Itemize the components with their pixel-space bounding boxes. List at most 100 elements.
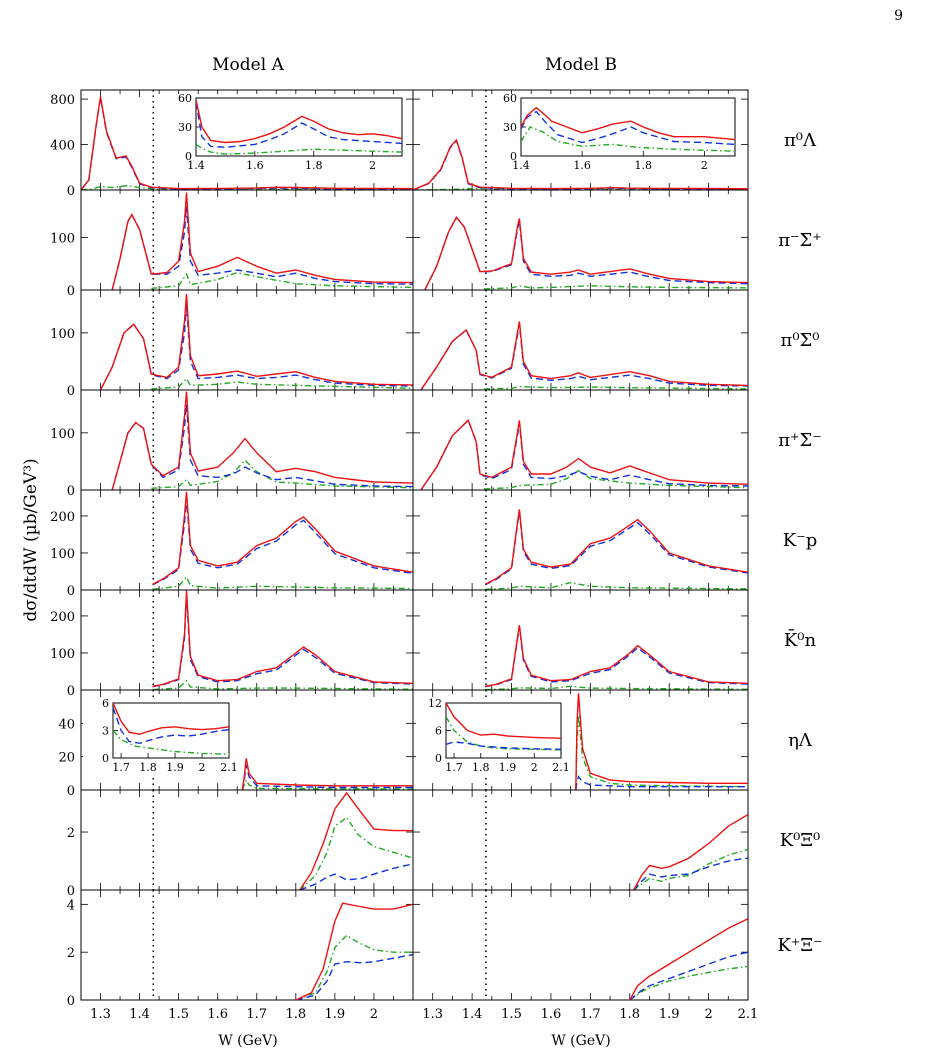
row7-inset-b-dashdot-curve bbox=[446, 716, 561, 751]
inset-x-tick-label: 1.7 bbox=[445, 761, 463, 774]
inset-x-tick-label: 1.9 bbox=[166, 761, 184, 774]
panel-frame bbox=[412, 289, 749, 391]
row1-inset-b-dashdot-curve bbox=[521, 126, 735, 152]
curves bbox=[420, 321, 748, 390]
inset-y-tick-label: 3 bbox=[102, 725, 109, 738]
row5-b-dashdot-curve bbox=[485, 581, 748, 590]
row4-b-dash-curve bbox=[420, 419, 748, 490]
panel-row6-model-b bbox=[412, 589, 749, 691]
inset-y-tick-label: 6 bbox=[102, 697, 109, 710]
panel-row5-model-b bbox=[412, 489, 749, 591]
curves bbox=[295, 902, 413, 1000]
curves bbox=[420, 419, 748, 490]
curves bbox=[152, 590, 413, 690]
y-tick-label: 100 bbox=[50, 647, 75, 662]
channel-label-row8: K⁰Ξ⁰ bbox=[780, 830, 821, 851]
inset-y-tick-label: 60 bbox=[178, 92, 192, 105]
row1-a-dashdot-curve bbox=[81, 184, 413, 190]
inset-x-tick-label: 2 bbox=[369, 159, 376, 172]
curves bbox=[81, 96, 413, 190]
curves bbox=[152, 491, 413, 590]
row5-a-dashdot-curve bbox=[152, 575, 413, 590]
y-tick-label: 0 bbox=[67, 184, 75, 199]
row5-a-total-curve bbox=[152, 491, 413, 586]
curves bbox=[299, 791, 413, 890]
inset-curves bbox=[113, 703, 229, 755]
x-tick-label-model-a: 1.6 bbox=[207, 1007, 228, 1022]
inset-x-tick-label: 1.6 bbox=[573, 159, 591, 172]
y-tick-label: 0 bbox=[67, 384, 75, 399]
row8-b-dashdot-curve bbox=[633, 848, 748, 890]
x-tick-label-model-b: 1.8 bbox=[619, 1007, 640, 1022]
y-axis-label: dσ/dtdW (µb/GeV³) bbox=[21, 458, 41, 621]
panel-row3-model-a: 0 100 bbox=[50, 289, 414, 399]
row9-b-dash-curve bbox=[629, 951, 748, 1000]
inset-x-tick-label: 1.8 bbox=[472, 761, 490, 774]
row3-a-total-curve bbox=[99, 293, 413, 390]
y-tick-label: 400 bbox=[50, 139, 75, 154]
curves bbox=[484, 625, 748, 690]
x-tick-label-model-b: 1.5 bbox=[501, 1007, 522, 1022]
panel-row1-model-a: 0 400 800 0 30 60 1.4 1.6 1.8 2 bbox=[50, 89, 414, 199]
row7-inset-b-total-curve bbox=[446, 703, 561, 739]
inset-x-tick-label: 1.8 bbox=[139, 761, 157, 774]
row7-a-dashdot-curve bbox=[241, 778, 413, 790]
y-tick-label: 800 bbox=[50, 93, 75, 108]
row4-a-dash-curve bbox=[111, 404, 413, 490]
row7-b-total-curve bbox=[575, 693, 748, 790]
panel-row2-model-a: 0 100 bbox=[50, 189, 414, 299]
x-tick-label-model-a: 1.4 bbox=[129, 1007, 150, 1022]
curves bbox=[111, 391, 413, 490]
row4-b-dashdot-curve bbox=[483, 469, 748, 490]
panel-row7-model-b: 0 6 12 1.7 1.8 1.9 2 2.1 bbox=[412, 689, 749, 791]
row2-b-total-curve bbox=[424, 216, 748, 290]
y-tick-label: 4 bbox=[67, 898, 75, 913]
x-tick-label-model-b: 1.7 bbox=[580, 1007, 601, 1022]
row9-a-dashdot-curve bbox=[295, 934, 413, 1000]
y-tick-label: 200 bbox=[50, 510, 75, 525]
channel-label-row2: π⁻Σ⁺ bbox=[778, 230, 822, 251]
y-tick-label: 0 bbox=[67, 784, 75, 799]
curves bbox=[241, 758, 413, 790]
curves bbox=[99, 293, 413, 390]
row3-b-total-curve bbox=[420, 321, 748, 390]
panel-row9-model-a: 0 2 4 bbox=[67, 889, 414, 1009]
row1-inset-a-dash-curve bbox=[196, 101, 402, 149]
row5-b-total-curve bbox=[484, 509, 748, 586]
inset-background bbox=[491, 94, 739, 174]
page-number: 9 bbox=[894, 8, 903, 24]
curves bbox=[575, 693, 748, 790]
row8-b-dash-curve bbox=[633, 857, 748, 890]
x-tick-label-model-b: 2 bbox=[704, 1007, 712, 1022]
panel-row8-model-a: 02 bbox=[67, 789, 414, 899]
x-tick-label-model-a: 1.7 bbox=[246, 1007, 267, 1022]
channel-label-row3: π⁰Σ⁰ bbox=[781, 330, 820, 351]
y-tick-label: 0 bbox=[67, 584, 75, 599]
y-tick-label: 100 bbox=[50, 231, 75, 246]
row9-a-total-curve bbox=[295, 902, 413, 1000]
inset-panel: 0 30 60 1.4 1.6 1.8 2 bbox=[166, 92, 406, 174]
inset-panel: 0 30 60 1.4 1.6 1.8 2 bbox=[491, 92, 739, 174]
row6-b-dash-curve bbox=[484, 626, 748, 688]
inset-y-tick-label: 12 bbox=[428, 697, 442, 710]
row7-b-dash-curve bbox=[575, 775, 748, 790]
panel-frame bbox=[412, 389, 749, 491]
row6-a-dash-curve bbox=[152, 595, 413, 688]
row8-b-total-curve bbox=[633, 813, 748, 890]
panel-frame bbox=[412, 889, 749, 1001]
curves bbox=[111, 192, 413, 290]
row3-b-dash-curve bbox=[420, 323, 748, 390]
channel-label-row5: K⁻p bbox=[783, 530, 817, 551]
y-tick-label: 0 bbox=[67, 884, 75, 899]
figure-caption bbox=[22, 1036, 902, 1058]
inset-y-tick-label: 60 bbox=[503, 92, 517, 105]
panel-row7-model-a: 0 20 40 0 3 6 1.7 1.8 1.9 2 2.1 bbox=[58, 689, 414, 799]
panel-row4-model-b bbox=[412, 389, 749, 491]
panel-frame bbox=[80, 289, 414, 391]
y-tick-label: 0 bbox=[67, 484, 75, 499]
inset-x-tick-label: 2 bbox=[199, 761, 206, 774]
inset-x-tick-label: 2.1 bbox=[220, 761, 238, 774]
panel-row6-model-a: 0 100 200 bbox=[50, 589, 414, 699]
inset-x-tick-label: 1.6 bbox=[246, 159, 264, 172]
y-tick-label: 100 bbox=[50, 327, 75, 342]
